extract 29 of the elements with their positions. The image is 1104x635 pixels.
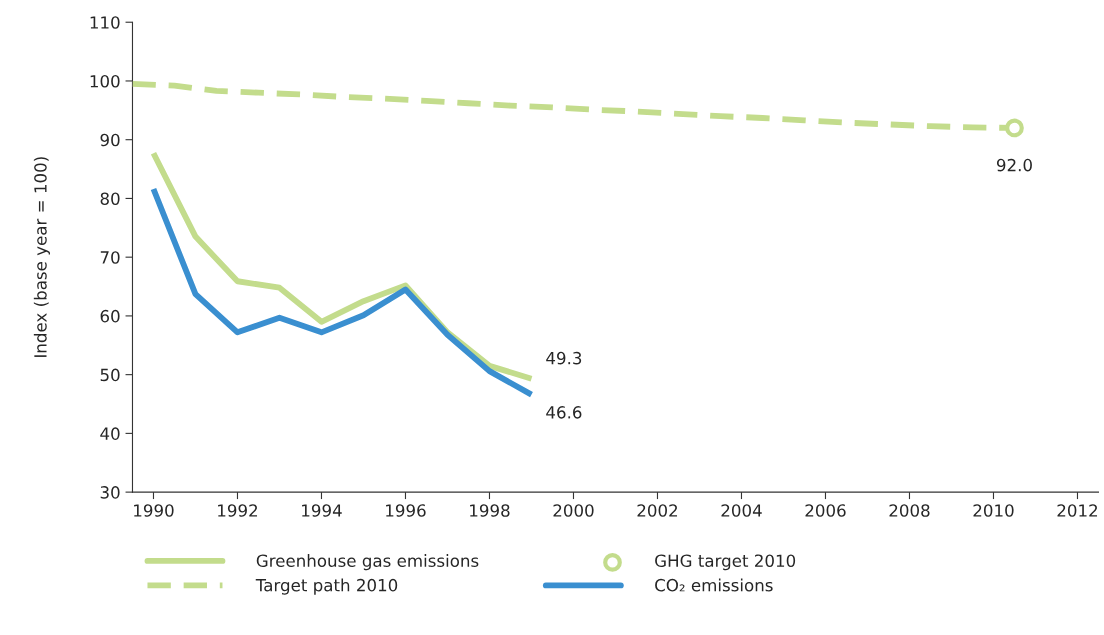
x-tick-label: 2012 <box>1057 504 1098 517</box>
x-tick-label: 2000 <box>553 504 594 517</box>
legend-label: Greenhouse gas emissions <box>256 554 479 571</box>
y-tick-label: 50 <box>100 368 120 382</box>
x-tick-label: 2002 <box>637 504 678 517</box>
x-tick-label: 2010 <box>973 504 1014 517</box>
y-tick-label: 110 <box>90 16 120 29</box>
y-tick-label: 40 <box>100 427 120 440</box>
y-axis-title: Index (base year = 100) <box>33 157 50 357</box>
x-tick-label: 2006 <box>805 504 846 517</box>
x-tick-label: 1994 <box>302 504 342 517</box>
data-label: 92.0 <box>996 158 1032 172</box>
legend-label: CO₂ emissions <box>655 578 773 592</box>
y-tick-label: 60 <box>100 309 120 323</box>
x-tick-label: 1998 <box>470 504 510 517</box>
x-tick-label: 1990 <box>134 504 174 517</box>
legend-label: GHG target 2010 <box>655 554 796 571</box>
y-tick-label: 90 <box>100 133 120 147</box>
x-tick-label: 2008 <box>889 504 930 517</box>
x-tick-label: 1996 <box>386 504 426 517</box>
legend-label: Target path 2010 <box>255 578 398 595</box>
y-tick-label: 100 <box>90 74 120 88</box>
y-tick-label: 70 <box>100 251 120 264</box>
x-tick-label: 2004 <box>721 504 762 517</box>
y-tick-label: 80 <box>100 192 120 206</box>
data-label: 46.6 <box>546 406 582 419</box>
x-tick-label: 1992 <box>218 504 258 517</box>
data-label: 49.3 <box>546 351 582 365</box>
y-tick-label: 30 <box>100 486 120 499</box>
